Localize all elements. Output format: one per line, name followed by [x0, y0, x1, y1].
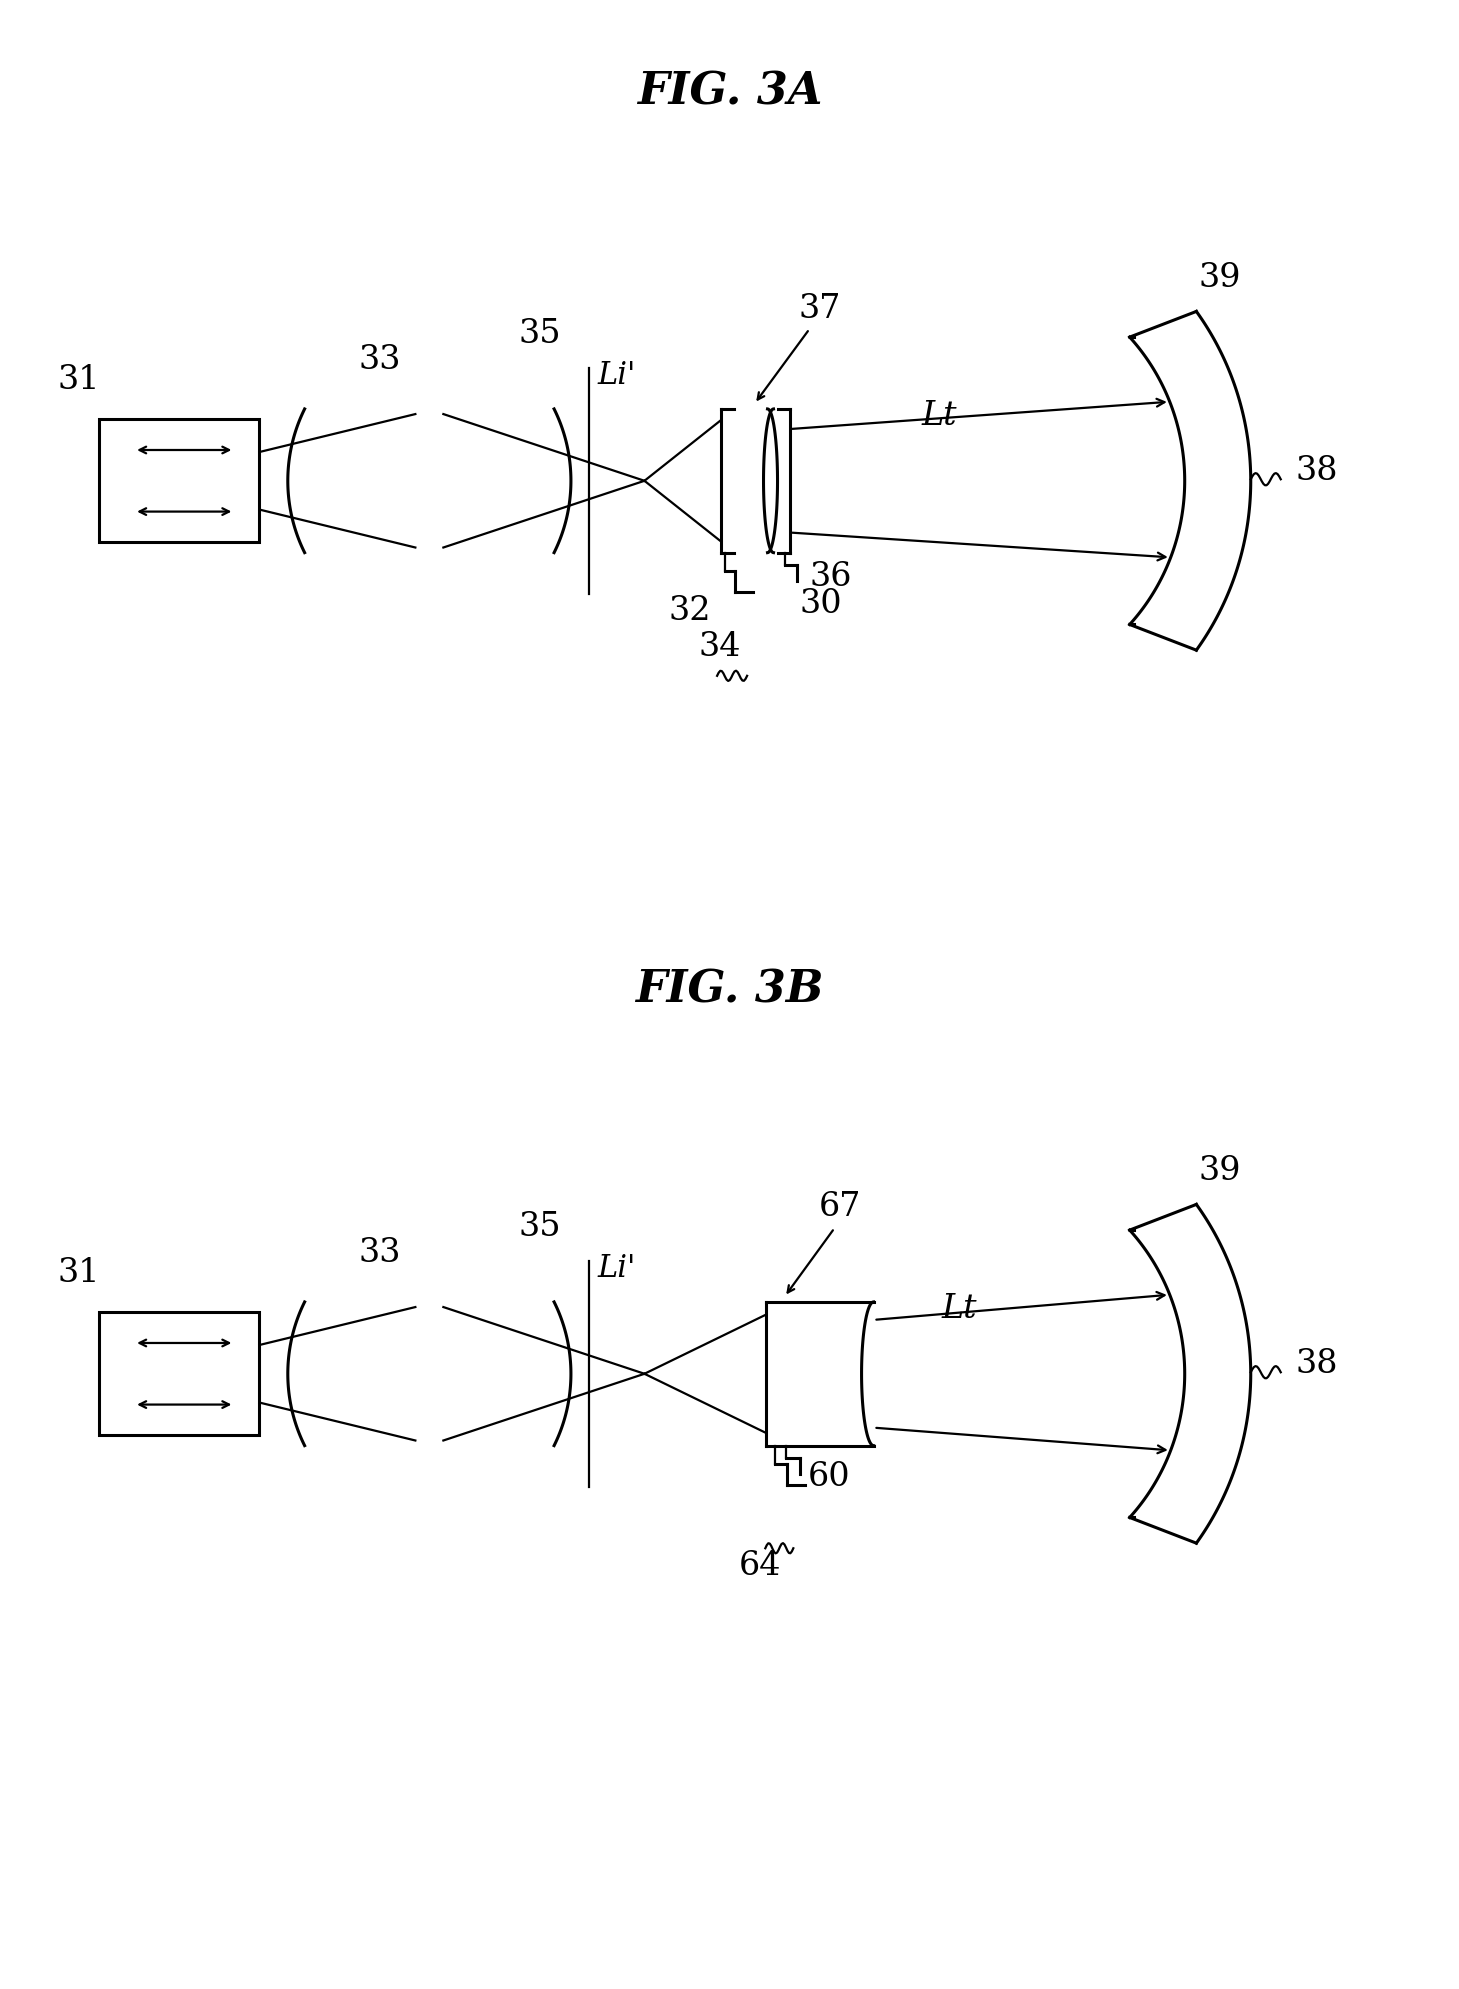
- Text: 33: 33: [357, 344, 401, 376]
- Text: 39: 39: [1198, 263, 1242, 294]
- Text: 33: 33: [357, 1237, 401, 1269]
- Text: 38: 38: [1296, 455, 1338, 487]
- Text: 32: 32: [668, 595, 712, 627]
- Text: 39: 39: [1198, 1154, 1242, 1185]
- Text: 34: 34: [699, 631, 741, 662]
- Bar: [99, 420, 260, 543]
- Text: 30: 30: [800, 589, 842, 621]
- Text: 35: 35: [518, 318, 560, 350]
- Text: 35: 35: [518, 1211, 560, 1243]
- Text: 31: 31: [58, 364, 101, 396]
- Text: 36: 36: [810, 561, 852, 593]
- Text: Lt: Lt: [922, 400, 957, 432]
- Text: 64: 64: [740, 1549, 782, 1581]
- Text: Lt: Lt: [943, 1293, 978, 1325]
- Text: 37: 37: [798, 292, 840, 324]
- Text: Li': Li': [597, 360, 636, 392]
- Text: 38: 38: [1296, 1349, 1338, 1380]
- Text: 60: 60: [808, 1460, 851, 1492]
- Text: Li': Li': [597, 1253, 636, 1283]
- Bar: [99, 1313, 260, 1436]
- Text: 31: 31: [58, 1257, 101, 1289]
- Text: FIG. 3B: FIG. 3B: [635, 969, 824, 1010]
- Text: 67: 67: [818, 1189, 861, 1221]
- Text: FIG. 3A: FIG. 3A: [636, 70, 823, 113]
